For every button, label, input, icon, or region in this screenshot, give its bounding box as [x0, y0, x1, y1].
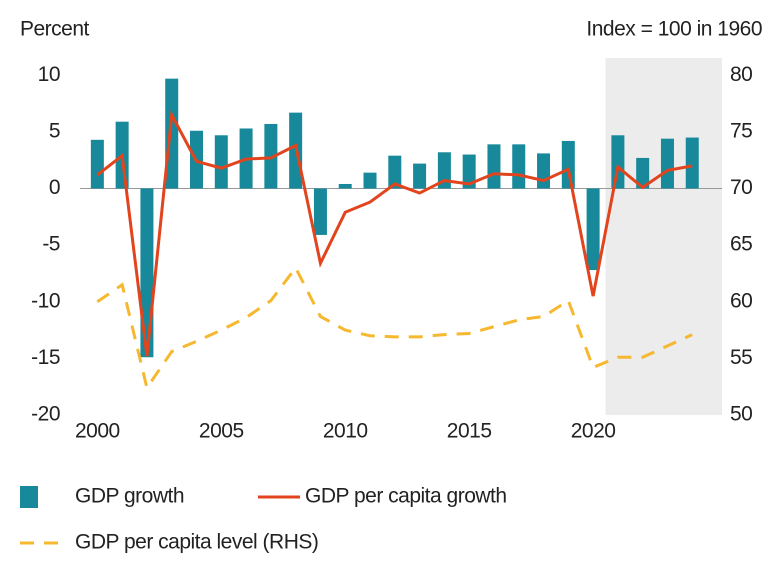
bar — [586, 188, 600, 271]
x-tick-label: 2015 — [447, 420, 492, 443]
bar — [140, 188, 154, 358]
bar — [685, 137, 699, 189]
bar — [537, 153, 551, 189]
bar — [264, 123, 278, 189]
bar — [462, 154, 476, 189]
bar — [388, 155, 402, 189]
y-tick-label: 0 — [49, 176, 60, 199]
y-tick-label: -10 — [31, 289, 60, 312]
bar — [636, 157, 650, 189]
bar — [611, 135, 625, 189]
bar — [413, 163, 427, 189]
y2-tick-label: 80 — [730, 63, 752, 86]
bar — [561, 140, 575, 189]
bar — [90, 139, 104, 189]
shaded-region — [605, 58, 722, 415]
dashed-line — [96, 264, 693, 392]
bar — [313, 188, 327, 235]
legend-swatch — [20, 486, 38, 508]
y-tick-label: -15 — [31, 346, 60, 369]
line — [96, 109, 693, 357]
bar — [487, 144, 501, 189]
x-tick-label: 2010 — [323, 420, 368, 443]
legend-label: GDP per capita growth — [305, 485, 507, 508]
y-tick-label: 5 — [49, 119, 60, 142]
x-tick-label: 2005 — [199, 420, 244, 443]
bar — [437, 152, 451, 189]
y2-tick-label: 75 — [730, 119, 752, 142]
x-tick-label: 2020 — [571, 420, 616, 443]
bar — [214, 135, 228, 189]
y2-tick-label: 70 — [730, 176, 752, 199]
y2-tick-label: 60 — [730, 289, 752, 312]
y2-tick-label: 50 — [730, 403, 752, 426]
bar — [338, 183, 352, 189]
y2-tick-label: 55 — [730, 346, 752, 369]
bar — [660, 138, 674, 189]
y-axis-label: Percent — [20, 18, 90, 41]
legend-label: GDP growth — [75, 485, 184, 508]
bar — [363, 172, 377, 189]
y-tick-label: -20 — [31, 403, 60, 426]
legend-label: GDP per capita level (RHS) — [75, 531, 318, 554]
y-tick-label: 10 — [38, 63, 60, 86]
y2-tick-label: 65 — [730, 233, 752, 256]
x-tick-label: 2000 — [75, 420, 120, 443]
y-tick-label: -5 — [42, 233, 60, 256]
y2-axis-label: Index = 100 in 1960 — [586, 18, 762, 41]
bar — [512, 144, 526, 189]
